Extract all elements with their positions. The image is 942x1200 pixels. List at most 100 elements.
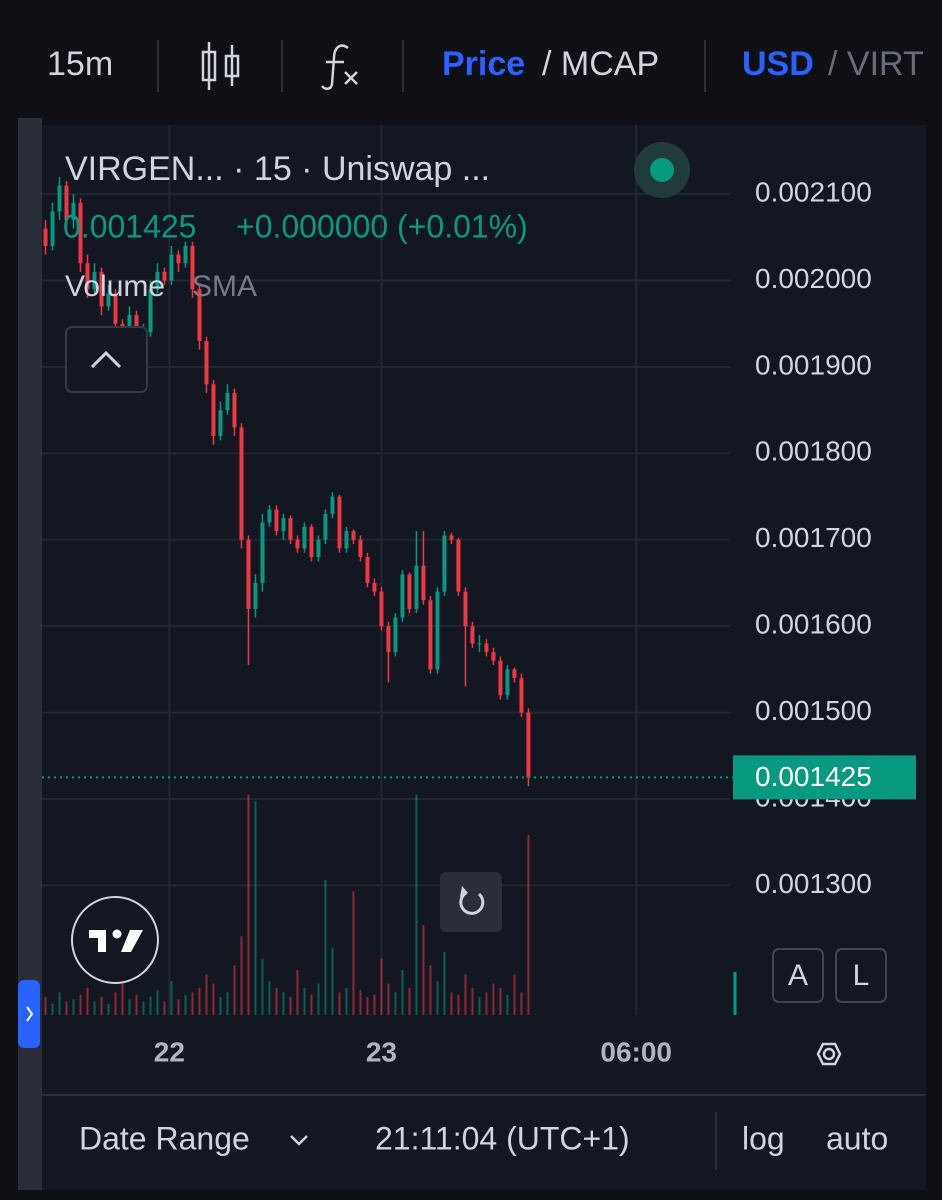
volume-bar bbox=[485, 992, 488, 1015]
volume-bar bbox=[331, 947, 334, 1015]
volume-bar bbox=[352, 891, 355, 1015]
candle-body bbox=[274, 509, 279, 532]
volume-bar bbox=[324, 880, 327, 1015]
candle-body bbox=[302, 526, 307, 549]
volume-bar bbox=[135, 994, 138, 1015]
candle-body bbox=[176, 254, 181, 264]
log-scale-button[interactable] bbox=[835, 948, 887, 1003]
volume-bar bbox=[170, 981, 173, 1015]
log-button[interactable]: log bbox=[742, 1120, 785, 1156]
volume-bar bbox=[289, 997, 292, 1015]
candle-body bbox=[225, 392, 230, 411]
indicators-icon[interactable] bbox=[321, 44, 358, 90]
candle-body bbox=[470, 626, 475, 644]
volume-bar bbox=[86, 988, 89, 1015]
status-dot bbox=[650, 158, 674, 182]
legend-title: VIRGEN... · 15 · Uniswap ... bbox=[65, 150, 490, 188]
candle-body bbox=[379, 591, 384, 627]
volume-bar bbox=[443, 952, 446, 1015]
candle-body bbox=[372, 582, 377, 592]
toolbar: 15m Price / MCAP USD / VIRT bbox=[47, 40, 924, 92]
auto-button[interactable]: auto bbox=[826, 1120, 888, 1156]
volume-bar bbox=[79, 994, 82, 1015]
candle-body bbox=[442, 535, 447, 592]
candle-body bbox=[295, 539, 300, 549]
date-range-button[interactable]: Date Range bbox=[79, 1120, 250, 1156]
chart-panel bbox=[42, 125, 926, 1190]
settings-button[interactable] bbox=[816, 1042, 842, 1066]
volume-bar bbox=[527, 835, 530, 1015]
candle-body bbox=[477, 643, 482, 645]
volume-layer bbox=[44, 794, 530, 1015]
candle-body bbox=[50, 211, 55, 246]
volume-bar bbox=[471, 988, 474, 1015]
volume-bar bbox=[492, 983, 495, 1015]
candle-body bbox=[463, 591, 468, 627]
volume-bar bbox=[240, 936, 243, 1015]
settings-icon bbox=[822, 1047, 836, 1061]
logo-mark bbox=[89, 930, 143, 952]
y-tick-label: 0.001900 bbox=[755, 349, 872, 380]
candle-body bbox=[190, 245, 195, 290]
candle-body bbox=[211, 384, 216, 437]
last-price-label: 0.001425 bbox=[755, 761, 872, 792]
interval-button[interactable]: 15m bbox=[47, 45, 113, 83]
price-toggle[interactable]: Price bbox=[442, 45, 525, 83]
volume-bar bbox=[44, 997, 47, 1015]
logo[interactable] bbox=[71, 896, 159, 984]
volume-bar bbox=[254, 801, 257, 1015]
candle-body bbox=[386, 626, 391, 653]
candle-body bbox=[239, 427, 244, 540]
candle-body bbox=[183, 245, 188, 264]
auto-scale-button[interactable] bbox=[772, 948, 824, 1003]
log-scale-label: L bbox=[853, 959, 870, 992]
volume-bar bbox=[450, 992, 453, 1015]
volume-bar bbox=[219, 997, 222, 1015]
candle-body bbox=[99, 271, 104, 307]
volume-bar bbox=[506, 994, 509, 1015]
volume-bar bbox=[275, 988, 278, 1015]
volume-bar bbox=[205, 974, 208, 1015]
candle-body bbox=[85, 263, 90, 290]
candle-body bbox=[351, 531, 356, 540]
y-tick-label: 0.002100 bbox=[755, 177, 872, 208]
volume-bar bbox=[247, 794, 250, 1015]
volume-bar bbox=[93, 1001, 96, 1015]
candle-body bbox=[197, 289, 202, 342]
volume-bar bbox=[464, 974, 467, 1015]
usd-toggle[interactable]: USD bbox=[742, 45, 814, 83]
volume-bar bbox=[408, 988, 411, 1015]
y-tick-label: 0.001700 bbox=[755, 522, 872, 553]
volume-bar bbox=[366, 997, 369, 1015]
candle-body bbox=[491, 652, 496, 661]
candle-body bbox=[267, 509, 272, 523]
chart-type-icon[interactable] bbox=[201, 42, 240, 90]
virt-toggle[interactable]: / VIRT bbox=[828, 45, 924, 83]
volume-bar bbox=[394, 992, 397, 1015]
candle-body bbox=[78, 202, 83, 264]
side-toggle[interactable] bbox=[18, 980, 40, 1048]
y-tick-label: 0.001800 bbox=[755, 436, 872, 467]
candle-body bbox=[260, 522, 265, 583]
volume-bar bbox=[268, 981, 271, 1015]
volume-bar bbox=[303, 988, 306, 1015]
volume-bar bbox=[107, 1003, 110, 1015]
candle-body bbox=[344, 531, 349, 549]
candle-body bbox=[505, 669, 510, 696]
candle-body bbox=[64, 185, 69, 221]
volume-bar bbox=[387, 983, 390, 1015]
volume-bar bbox=[212, 983, 215, 1015]
mcap-toggle[interactable]: / MCAP bbox=[542, 45, 659, 83]
candle-body bbox=[393, 617, 398, 653]
candle-body bbox=[428, 600, 433, 670]
axes: 0.0013000.0014000.0015000.0016000.001700… bbox=[42, 177, 916, 1067]
candle-body bbox=[148, 289, 153, 333]
volume-bar bbox=[436, 981, 439, 1015]
volume-bar bbox=[51, 1003, 54, 1015]
volume-bar bbox=[184, 994, 187, 1015]
volume-bar bbox=[296, 970, 299, 1015]
volume-bar bbox=[149, 997, 152, 1015]
reset-button[interactable] bbox=[440, 872, 502, 932]
collapse-button[interactable] bbox=[65, 326, 148, 393]
